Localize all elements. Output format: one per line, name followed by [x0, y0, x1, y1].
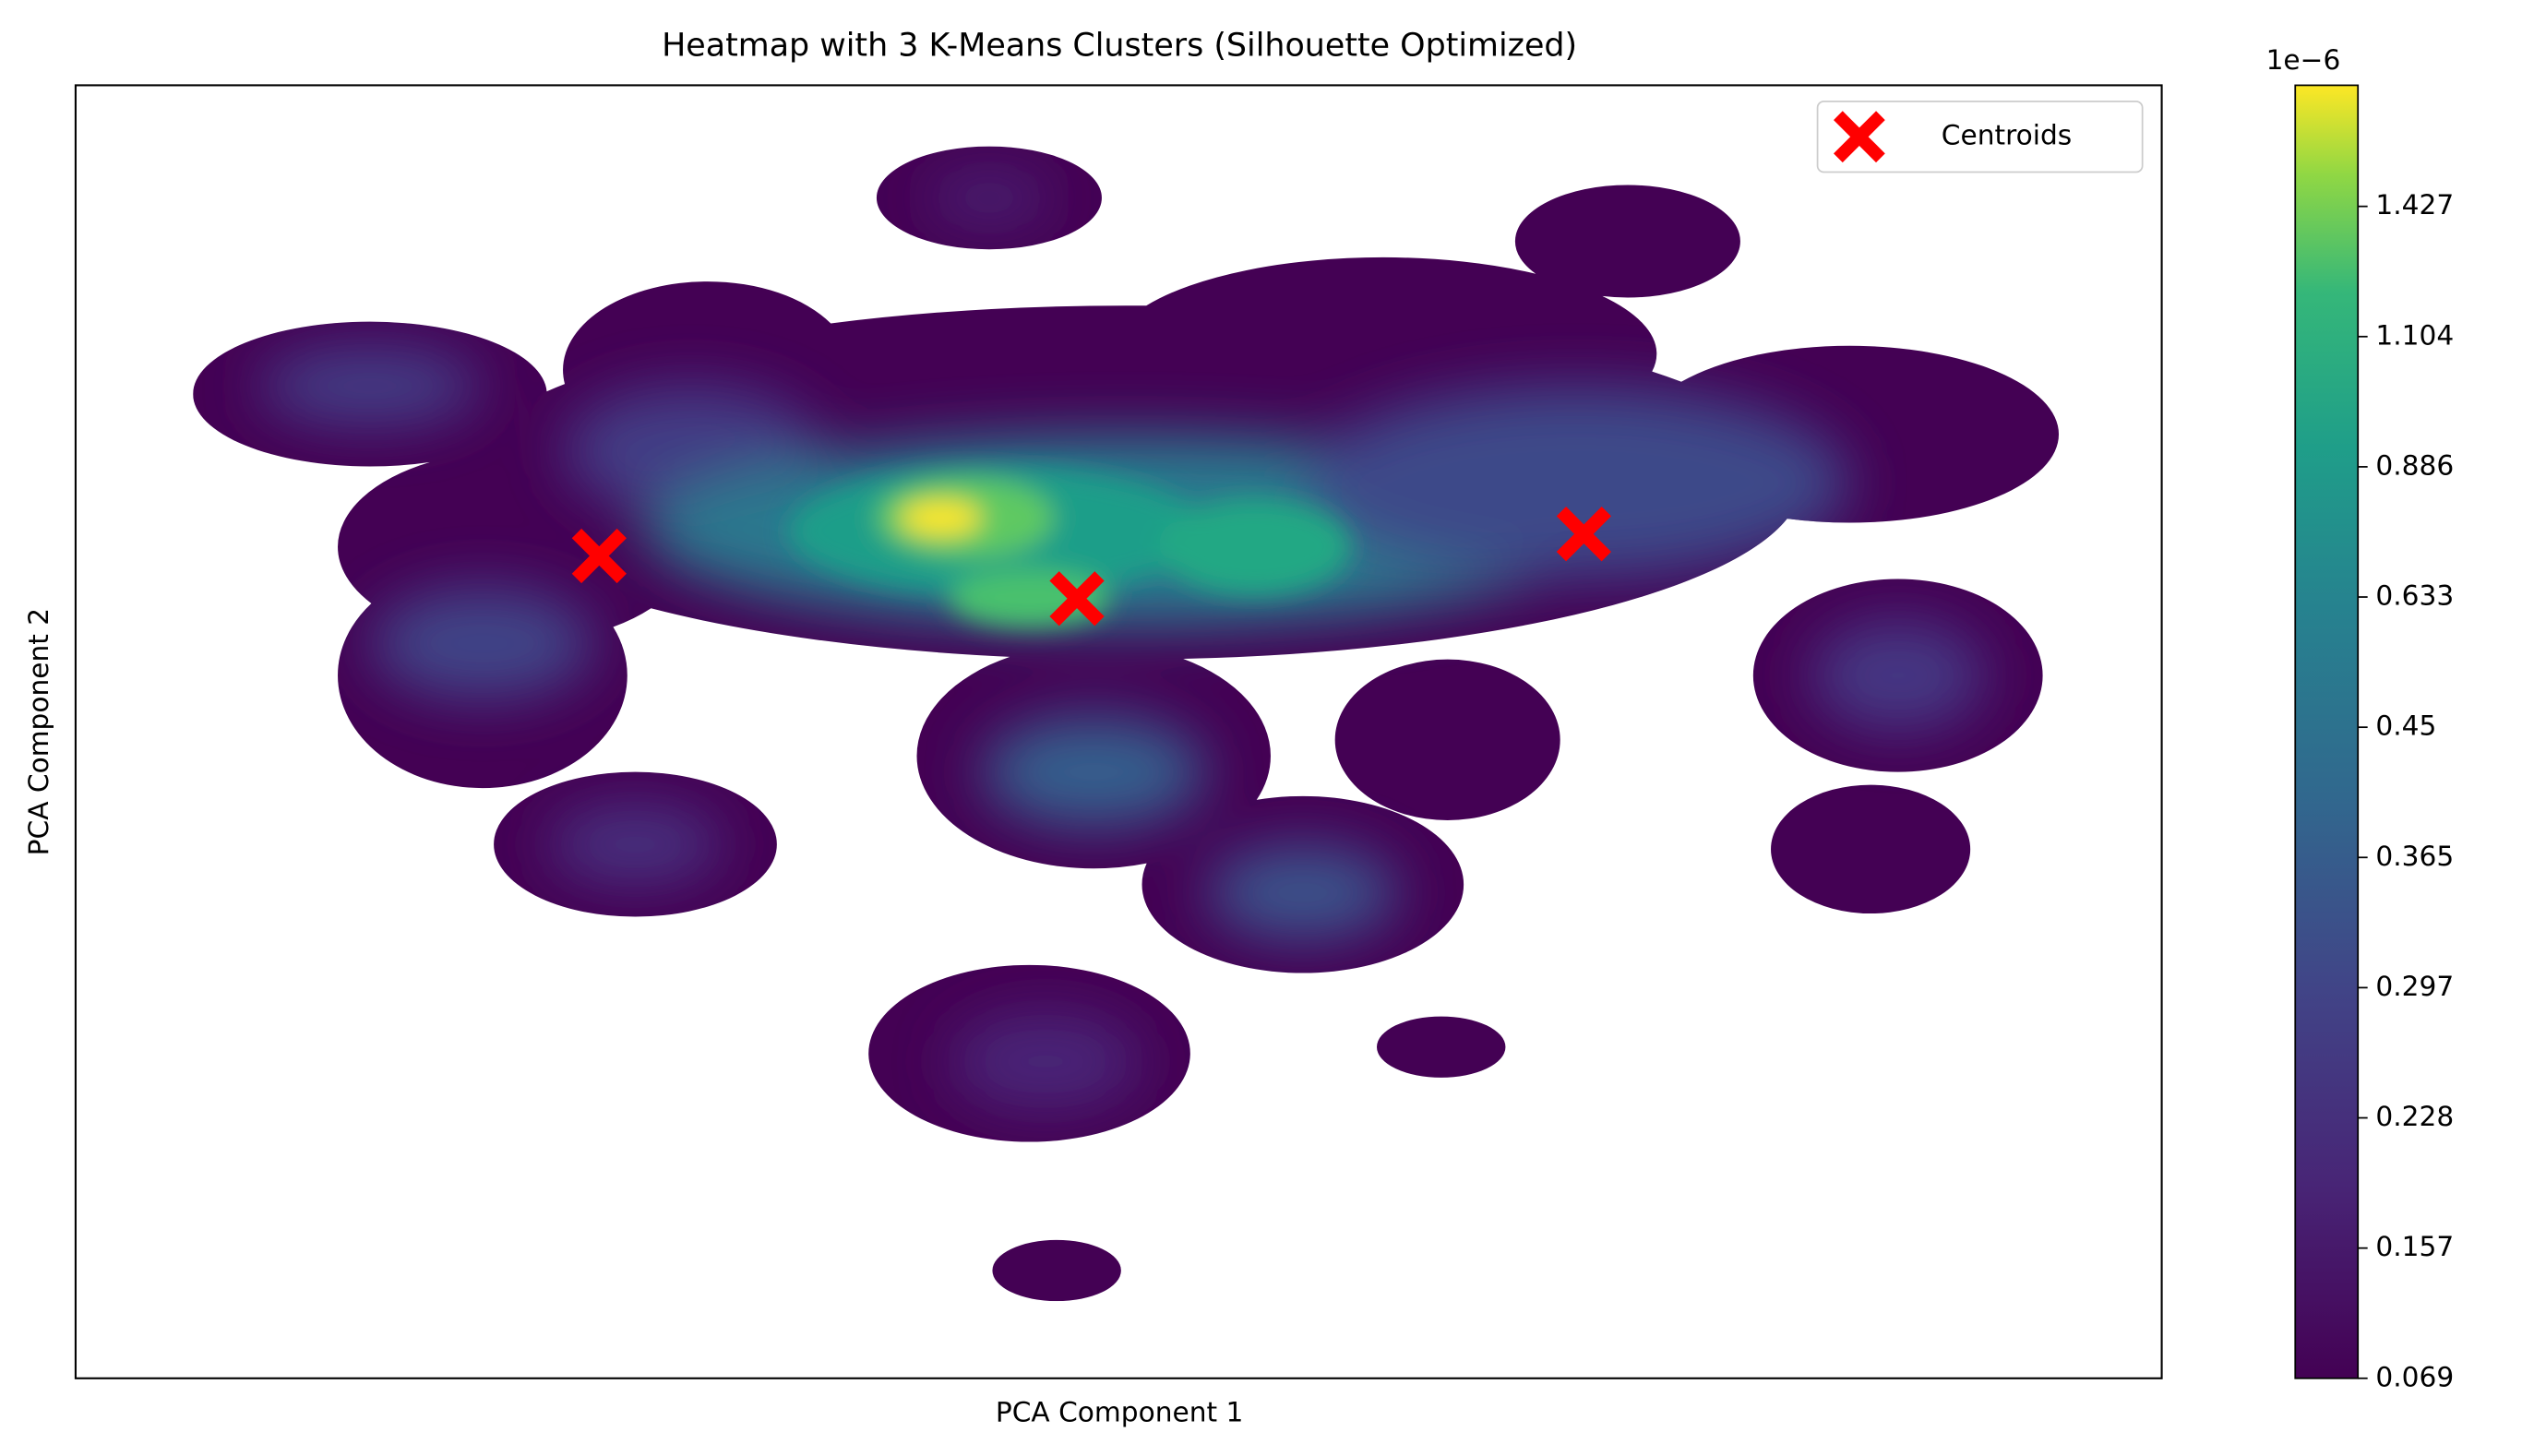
colorbar-tick-label: 0.228 [2375, 1100, 2454, 1132]
colorbar-tick-label: 0.45 [2375, 710, 2436, 742]
x-axis-label: PCA Component 1 [996, 1396, 1244, 1428]
y-axis-label: PCA Component 2 [22, 608, 54, 856]
colorbar-tick-label: 0.157 [2375, 1230, 2454, 1262]
legend: Centroids [1816, 100, 2144, 173]
legend-label: Centroids [1942, 119, 2072, 151]
colorbar-tick-label: 0.297 [2375, 970, 2454, 1002]
legend-marker [1834, 111, 1885, 163]
centroid-marker [1049, 571, 1105, 627]
legend-box [1816, 100, 2144, 173]
chart-title: Heatmap with 3 K-Means Clusters (Silhoue… [662, 28, 1577, 65]
colorbar-tick-label: 1.427 [2375, 188, 2454, 221]
colorbar-tick-label: 1.104 [2375, 318, 2454, 351]
colorbar-tick-label: 0.365 [2375, 840, 2454, 872]
colorbar-offset: 1e−6 [2266, 43, 2341, 76]
colorbar-tick-label: 0.633 [2375, 579, 2454, 612]
centroid-marker [571, 528, 627, 584]
colorbar [2294, 84, 2360, 1379]
centroid-marker [1556, 507, 1612, 562]
plot-frame [74, 84, 2163, 1379]
colorbar-tick-label: 0.069 [2375, 1360, 2454, 1392]
colorbar-tick-label: 0.886 [2375, 448, 2454, 481]
